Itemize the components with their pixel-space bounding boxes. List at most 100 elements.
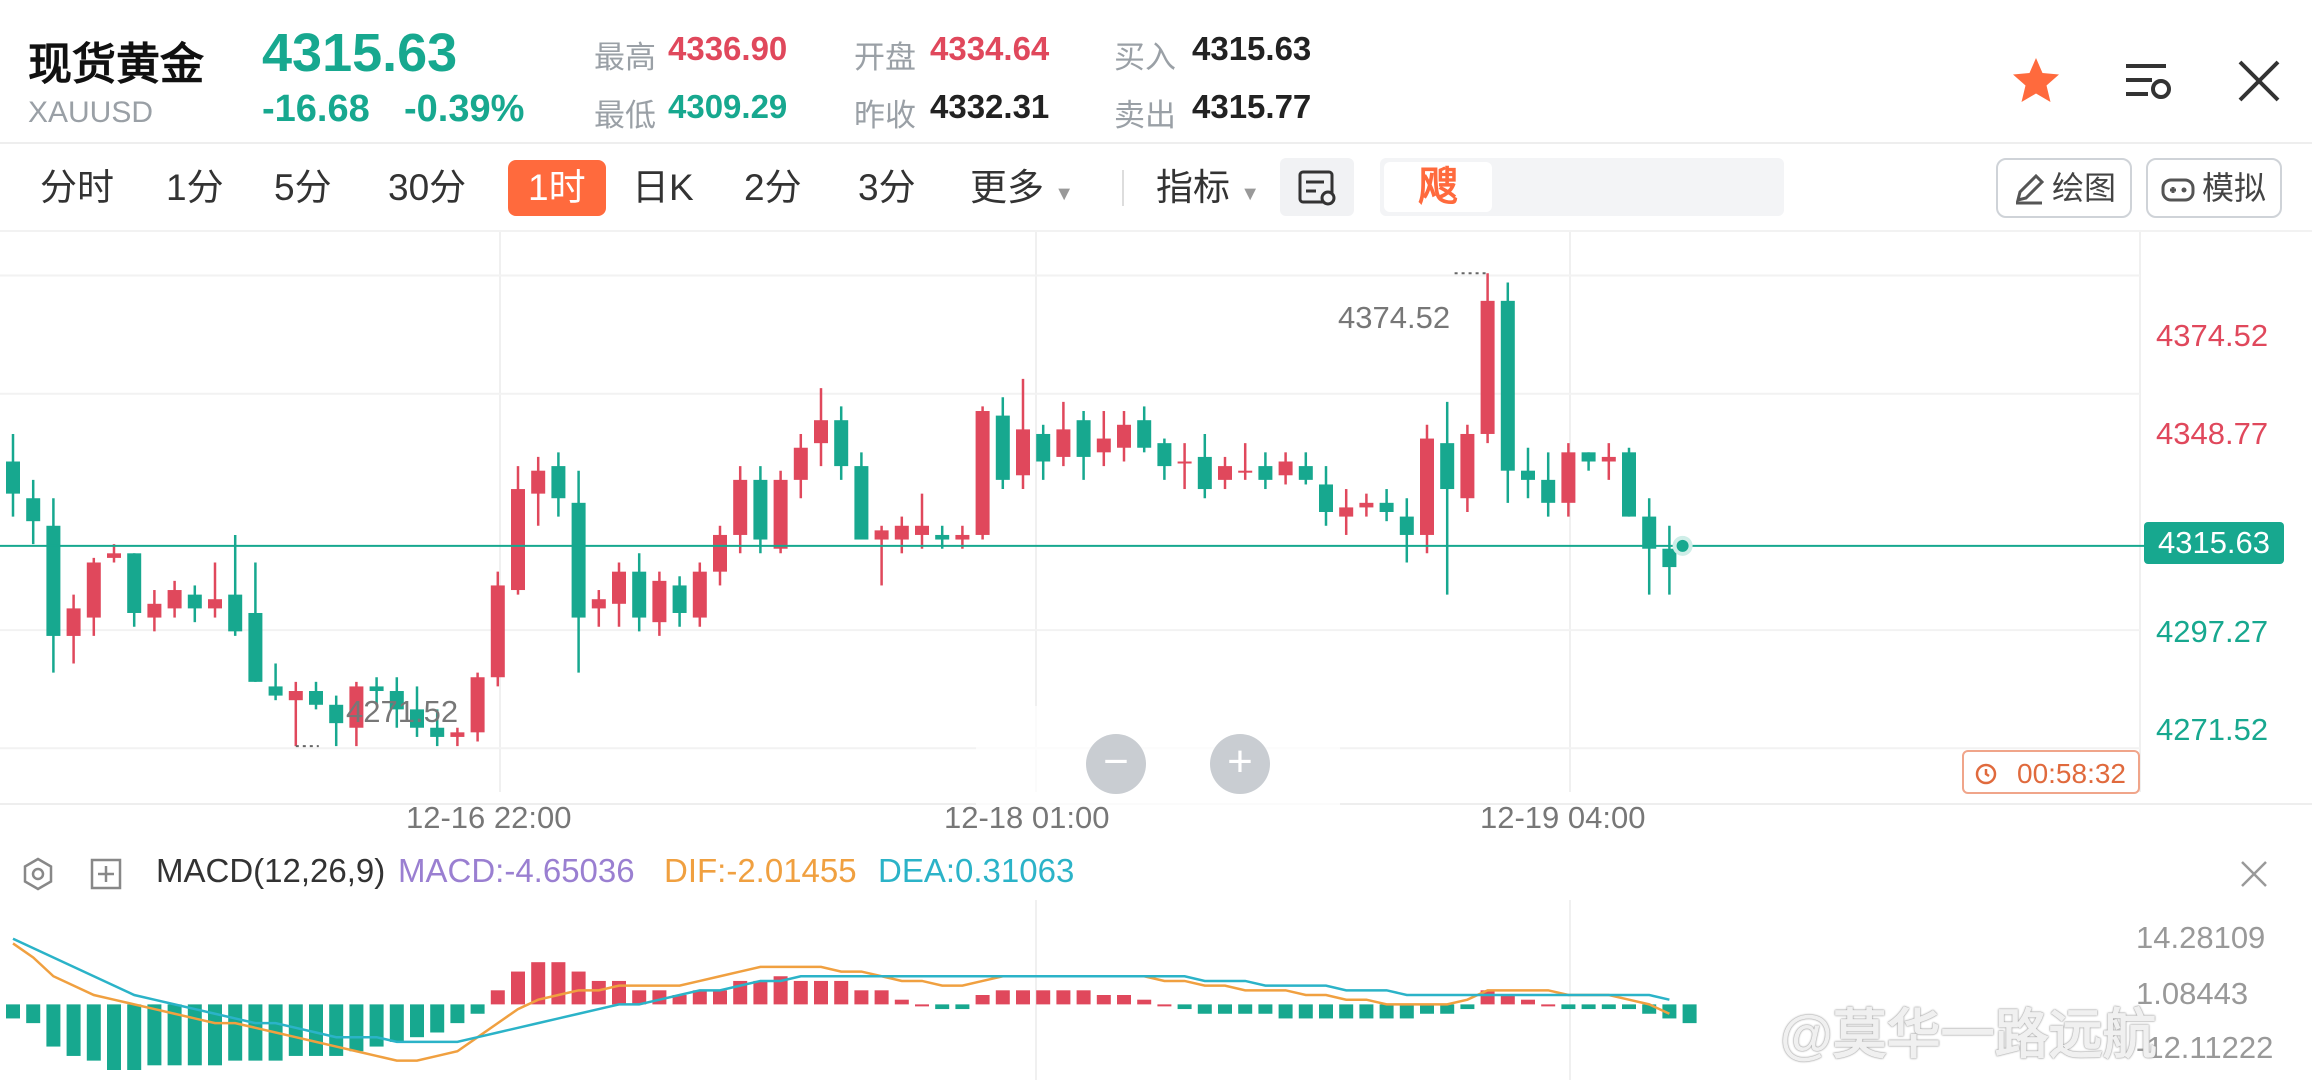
macd-bar: [46, 1004, 61, 1047]
candle-body: [571, 502, 586, 618]
tab-5min[interactable]: 5分: [274, 167, 332, 208]
macd-bar: [1238, 1004, 1253, 1014]
draw-button[interactable]: 绘图: [1996, 158, 2133, 218]
candle-body: [814, 420, 828, 444]
macd-chart[interactable]: [0, 900, 2312, 1080]
candle-body: [1197, 456, 1212, 490]
macd-bar: [692, 990, 707, 1005]
stat-high-value: 4336.90: [668, 30, 788, 67]
candle-body: [1177, 461, 1192, 464]
candle-body: [430, 727, 445, 737]
macd-bar: [147, 1004, 162, 1066]
candlestick-chart[interactable]: [0, 232, 2312, 850]
settings-icon[interactable]: [20, 856, 56, 892]
tab-more[interactable]: 更多 ▼: [970, 160, 1074, 216]
macd-bar: [1581, 1004, 1596, 1010]
zoom-out-button[interactable]: −: [1086, 734, 1146, 794]
macd-bar: [369, 1004, 384, 1047]
macd-bar: [834, 980, 849, 1005]
candle-body: [834, 420, 849, 467]
candle-body: [692, 571, 707, 618]
candle-body: [1662, 548, 1677, 568]
tab-2min[interactable]: 2分: [744, 167, 802, 208]
macd-bar: [894, 999, 909, 1005]
stat-bid-label: 买入: [1114, 40, 1176, 75]
candle-body: [1622, 452, 1636, 517]
candle-body: [1036, 433, 1051, 462]
macd-bar: [571, 971, 586, 1005]
macd-bar: [430, 1004, 445, 1033]
candle-body: [1561, 452, 1576, 503]
macd-bar: [854, 990, 869, 1005]
candle-body: [894, 525, 909, 540]
macd-bar: [1016, 990, 1030, 1005]
macd-bar: [1440, 1004, 1455, 1014]
list-settings-icon[interactable]: [2122, 60, 2174, 102]
candle-body: [1601, 456, 1616, 462]
tab-1min[interactable]: 1分: [166, 167, 224, 208]
candle-body: [531, 470, 546, 494]
macd-bar: [1622, 1004, 1636, 1010]
macd-bar: [1177, 1004, 1192, 1010]
macd-bar: [1541, 1004, 1556, 1007]
tab-3min[interactable]: 3分: [858, 167, 916, 208]
low-annotation: 4271.52: [346, 694, 459, 729]
high-annotation: 4374.52: [1338, 300, 1451, 335]
candle-body: [369, 686, 384, 692]
macd-bar: [1359, 1004, 1374, 1019]
macd-bar: [389, 1004, 404, 1042]
candle-body: [874, 530, 889, 540]
zoom-in-button[interactable]: +: [1210, 734, 1270, 794]
candle-body: [329, 704, 344, 724]
tab-1hour[interactable]: 1时: [508, 160, 606, 216]
watermark: @莫华一路远航: [1780, 1005, 2157, 1065]
simulate-button[interactable]: 模拟: [2146, 158, 2283, 218]
candle-body: [773, 479, 788, 549]
pencil-icon: [2015, 173, 2045, 205]
star-icon[interactable]: [2010, 56, 2062, 106]
macd-bar: [1319, 1004, 1333, 1019]
candle-body: [1541, 479, 1556, 503]
countdown-text: 00:58:32: [2017, 758, 2126, 789]
macd-bar: [1460, 1004, 1475, 1010]
add-indicator-icon[interactable]: [88, 856, 124, 892]
candle-body: [1157, 443, 1172, 467]
candle-body: [147, 603, 162, 618]
candle-body: [793, 447, 808, 480]
price-change-percent: -0.39%: [404, 88, 525, 130]
dea-value: DEA:0.31063: [878, 852, 1075, 889]
candle-body: [551, 466, 566, 499]
candle-body: [1440, 443, 1455, 490]
candle-body: [975, 411, 990, 535]
macd-bar: [26, 1004, 41, 1024]
candle-body: [1278, 461, 1293, 476]
macd-bar: [995, 990, 1010, 1005]
candle-body: [1420, 438, 1434, 535]
macd-bar: [1561, 1004, 1576, 1010]
indicator-settings-button[interactable]: [1280, 158, 1354, 216]
stat-bid-value: 4315.63: [1192, 30, 1312, 67]
tab-30min[interactable]: 30分: [388, 167, 467, 208]
macd-bar: [470, 1004, 485, 1014]
tab-daily[interactable]: 日K: [632, 167, 694, 208]
macd-bar: [915, 1004, 929, 1007]
close-macd-icon[interactable]: [2236, 856, 2272, 892]
macd-bar: [107, 1004, 121, 1070]
macd-y-label: -12.11222: [2136, 1030, 2274, 1065]
candle-body: [1298, 466, 1313, 480]
macd-bar: [935, 1004, 950, 1010]
macd-histogram: [6, 962, 1697, 1070]
macd-bar: [1137, 999, 1152, 1005]
close-icon[interactable]: [2236, 58, 2282, 104]
tab-timeshare[interactable]: 分时: [40, 167, 114, 208]
candle-body: [672, 585, 687, 613]
candle-body: [1399, 516, 1414, 535]
candle-body: [733, 479, 748, 535]
candle-body: [107, 553, 121, 558]
candle-body: [1056, 429, 1071, 457]
caret-down-icon: ▼: [1054, 183, 1075, 205]
candle-body: [955, 534, 970, 540]
indicator-menu[interactable]: 指标 ▼: [1156, 160, 1260, 216]
macd-bar: [329, 1004, 344, 1056]
macd-bar: [228, 1004, 243, 1061]
